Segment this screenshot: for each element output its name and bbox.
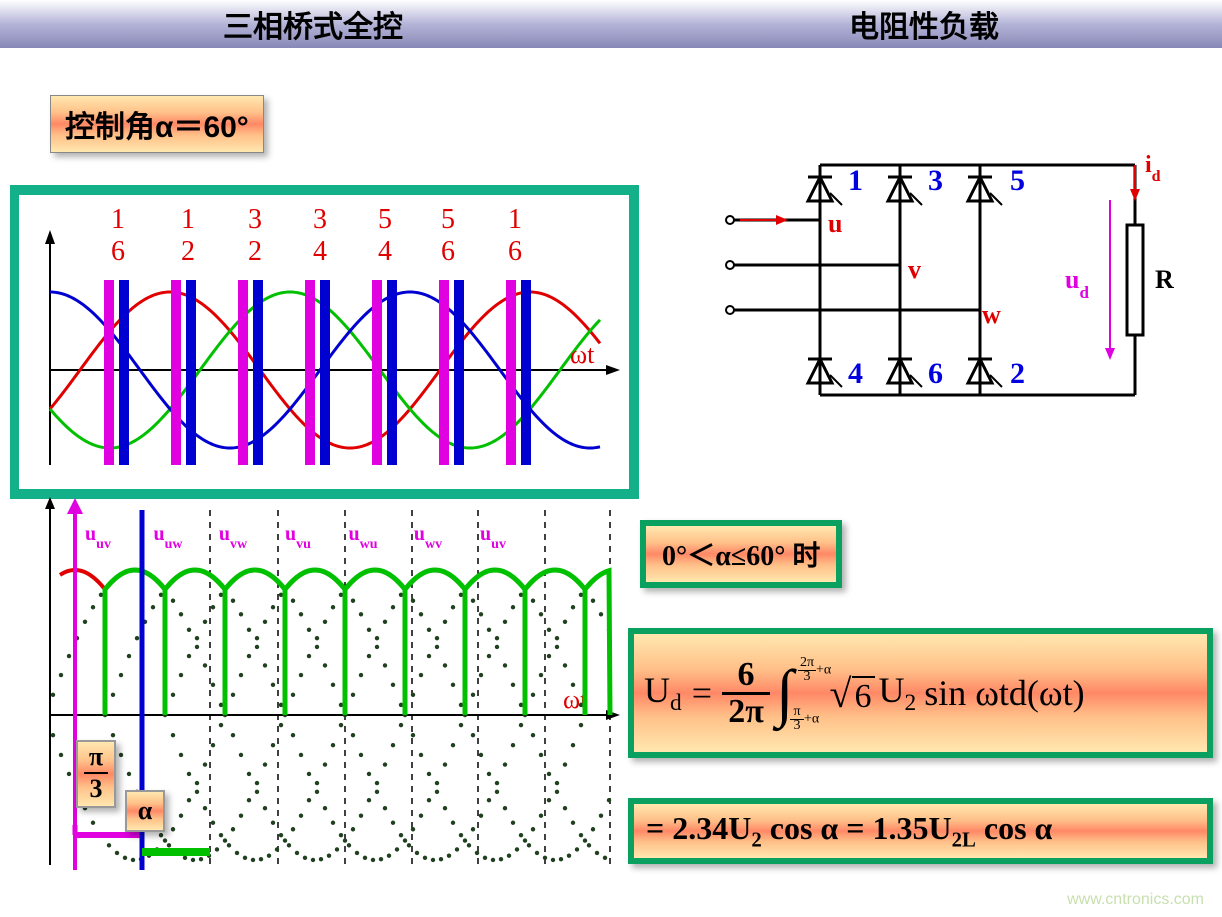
waveform2-chart: ωtuuvuuwuvwuvuuwuuwvuuv	[0, 490, 640, 900]
f2-p1: 2	[751, 828, 761, 851]
f1-rest: sin ωtd(ωt)	[924, 672, 1084, 714]
svg-text:w: w	[982, 300, 1001, 329]
svg-text:3: 3	[928, 164, 943, 197]
svg-text:uuv: uuv	[480, 523, 506, 552]
condition-box: 0°＜α≤60° 时	[640, 520, 842, 588]
pi3-den: 3	[90, 774, 103, 803]
watermark: www.cntronics.com	[1067, 891, 1204, 909]
svg-text:v: v	[908, 255, 921, 284]
f1-eq: =	[692, 672, 712, 714]
f1-ud: Ud	[644, 669, 682, 717]
svg-text:4: 4	[848, 357, 863, 390]
svg-text:6: 6	[928, 357, 943, 390]
svg-text:5: 5	[1010, 164, 1025, 197]
formula-ud-result: = 2.34U2 cos α = 1.35U2L cos α	[628, 798, 1213, 864]
svg-text:u: u	[828, 209, 842, 238]
svg-text:uwu: uwu	[348, 523, 377, 552]
svg-text:uuv: uuv	[85, 523, 111, 552]
circuit-diagram: 1 3 5 4 6 2 u v w id ud R	[0, 0, 1222, 420]
svg-text:uvw: uvw	[219, 523, 248, 552]
svg-text:ud: ud	[1065, 265, 1089, 302]
svg-text:1: 1	[848, 164, 863, 197]
f2-p3: 2L	[952, 828, 976, 851]
f2-p2: cos α = 1.35U	[762, 810, 952, 846]
svg-text:id: id	[1145, 152, 1161, 185]
f1-frac: 6 2π	[722, 658, 770, 729]
formula-ud-integral: Ud = 6 2π ∫ 2π 3 +α π 3 +α	[628, 628, 1213, 758]
svg-text:2: 2	[1010, 357, 1025, 390]
svg-text:uwv: uwv	[414, 523, 442, 552]
f2-p0: = 2.34U	[646, 810, 751, 846]
f2-p4: cos α	[976, 810, 1053, 846]
svg-text:R: R	[1155, 265, 1174, 294]
pi3-num: π	[89, 742, 103, 771]
svg-text:uvu: uvu	[285, 523, 311, 552]
alpha-text: α	[138, 796, 153, 825]
alpha-label: α	[125, 790, 165, 832]
svg-text:uuw: uuw	[153, 523, 183, 552]
watermark-text: www.cntronics.com	[1067, 891, 1204, 908]
pi-over-3-label: π 3	[76, 740, 116, 808]
f1-u2: U2	[879, 669, 917, 717]
condition-text: 0°＜α≤60° 时	[662, 541, 820, 572]
f1-sqrt: √6	[830, 670, 875, 717]
f1-integral: ∫ 2π 3 +α π 3 +α	[776, 667, 794, 718]
